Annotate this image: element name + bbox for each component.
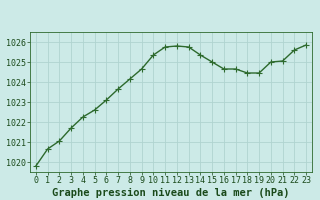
X-axis label: Graphe pression niveau de la mer (hPa): Graphe pression niveau de la mer (hPa) [52,188,290,198]
